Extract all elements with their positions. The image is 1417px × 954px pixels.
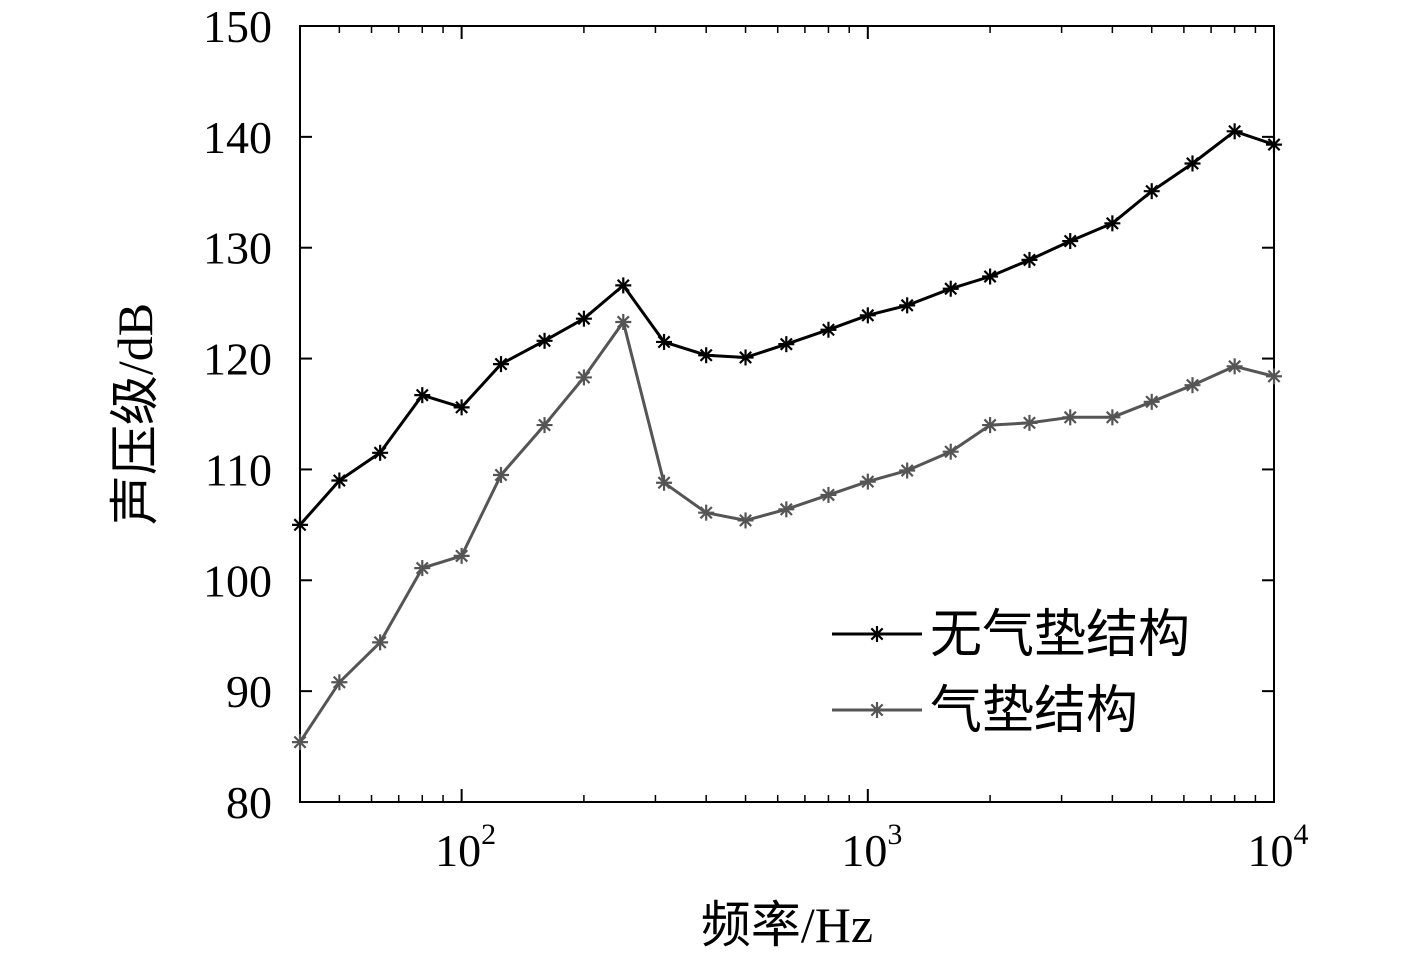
y-tick-label: 80: [226, 777, 272, 828]
data-point-1: [656, 474, 673, 491]
data-point-0: [453, 399, 470, 416]
data-point-0: [1143, 183, 1160, 200]
data-point-1: [331, 674, 348, 691]
y-tick-label: 90: [226, 666, 272, 717]
data-point-0: [1104, 215, 1121, 232]
y-tick-label: 110: [205, 444, 272, 495]
data-point-0: [492, 356, 509, 373]
data-point-1: [575, 369, 592, 386]
data-point-1: [737, 512, 754, 529]
data-point-1: [899, 462, 916, 479]
data-point-0: [778, 336, 795, 353]
plot-frame: [299, 25, 1275, 803]
data-point-1: [698, 504, 715, 521]
data-point-1: [1266, 368, 1282, 385]
y-axis-label: 声压级/dB: [107, 303, 163, 525]
data-point-1: [1021, 414, 1038, 431]
legend-entry-no-air-cushion: 无气垫结构: [832, 607, 1190, 664]
y-tick-label: 150: [203, 1, 272, 52]
data-point-0: [859, 307, 876, 324]
data-point-0: [615, 277, 632, 294]
legend: 无气垫结构 气垫结构: [832, 607, 1190, 740]
legend-label-no-air-cushion: 无气垫结构: [930, 607, 1190, 664]
data-point-1: [372, 634, 389, 651]
data-point-1: [492, 466, 509, 483]
data-point-1: [1062, 409, 1079, 426]
legend-marker-air-cushion: [869, 702, 885, 718]
series-line-1: [298, 320, 1275, 743]
data-point-0: [414, 387, 431, 404]
data-point-0: [372, 444, 389, 461]
data-point-1: [859, 473, 876, 490]
data-point-1: [453, 547, 470, 564]
x-axis-label: 频率/Hz: [701, 897, 873, 953]
data-point-1: [942, 443, 959, 460]
x-tick-label: 102: [435, 818, 496, 876]
data-point-1: [414, 560, 431, 577]
y-tick-label: 120: [203, 334, 272, 385]
data-point-1: [820, 486, 837, 503]
y-tick-label: 140: [203, 112, 272, 163]
legend-marker-no-air-cushion: [869, 626, 885, 642]
y-tick-label: 100: [203, 555, 272, 606]
data-point-1: [1184, 377, 1201, 394]
data-point-0: [899, 297, 916, 314]
data-point-0: [1226, 123, 1243, 140]
legend-label-air-cushion: 气垫结构: [930, 683, 1138, 740]
data-point-0: [331, 472, 348, 489]
data-point-1: [778, 501, 795, 518]
series-layer: [292, 123, 1282, 751]
data-point-1: [292, 734, 308, 751]
data-point-1: [1226, 358, 1243, 375]
data-point-0: [1184, 155, 1201, 172]
data-point-1: [615, 313, 632, 330]
data-point-0: [820, 321, 837, 338]
data-point-0: [1266, 136, 1282, 153]
legend-entry-air-cushion: 气垫结构: [832, 683, 1138, 740]
data-point-0: [536, 332, 553, 349]
x-tick-label: 104: [1248, 818, 1309, 876]
series-line-0: [298, 129, 1275, 526]
data-point-0: [1021, 251, 1038, 268]
data-point-0: [982, 268, 999, 285]
data-point-1: [536, 417, 553, 434]
data-point-1: [1143, 393, 1160, 410]
y-axis-ticks: 80 90 100 110 120 130 140 150: [203, 1, 1274, 828]
data-point-0: [292, 516, 308, 533]
data-point-0: [1062, 233, 1079, 250]
data-point-0: [575, 310, 592, 327]
data-point-0: [656, 333, 673, 350]
x-axis-ticks: 102 103 104: [338, 26, 1309, 876]
data-point-0: [942, 280, 959, 297]
data-point-1: [1104, 409, 1121, 426]
data-point-1: [982, 417, 999, 434]
y-tick-label: 130: [203, 223, 272, 274]
data-point-0: [698, 347, 715, 364]
x-tick-label: 103: [841, 818, 902, 876]
data-point-0: [737, 349, 754, 366]
